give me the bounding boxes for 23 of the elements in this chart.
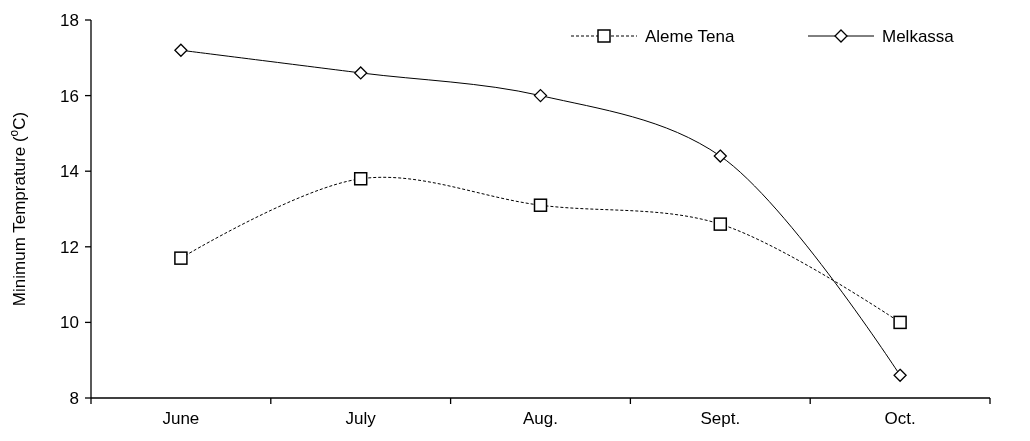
y-tick-label: 12	[60, 237, 79, 257]
point	[354, 66, 368, 80]
y-tick-label: 16	[60, 86, 79, 106]
point	[353, 172, 368, 186]
legend-label: Melkassa	[882, 26, 955, 46]
y-tick-label: 10	[60, 313, 79, 333]
point	[533, 198, 548, 212]
point	[533, 88, 548, 103]
point	[893, 368, 907, 382]
point	[893, 315, 907, 330]
legend-label: Aleme Tena	[645, 26, 736, 46]
y-tick-label: 8	[69, 388, 79, 408]
point	[174, 251, 188, 265]
y-tick-label: 14	[60, 162, 79, 182]
x-tick-label: Sept.	[700, 409, 741, 428]
point	[713, 217, 728, 231]
x-tick-label: July	[345, 409, 377, 428]
x-tick-label: Aug.	[523, 409, 558, 428]
point	[713, 149, 727, 163]
x-tick-label: Oct.	[884, 409, 916, 428]
y-tick-label: 18	[60, 10, 79, 30]
x-tick-label: June	[162, 409, 200, 428]
point	[174, 43, 188, 57]
